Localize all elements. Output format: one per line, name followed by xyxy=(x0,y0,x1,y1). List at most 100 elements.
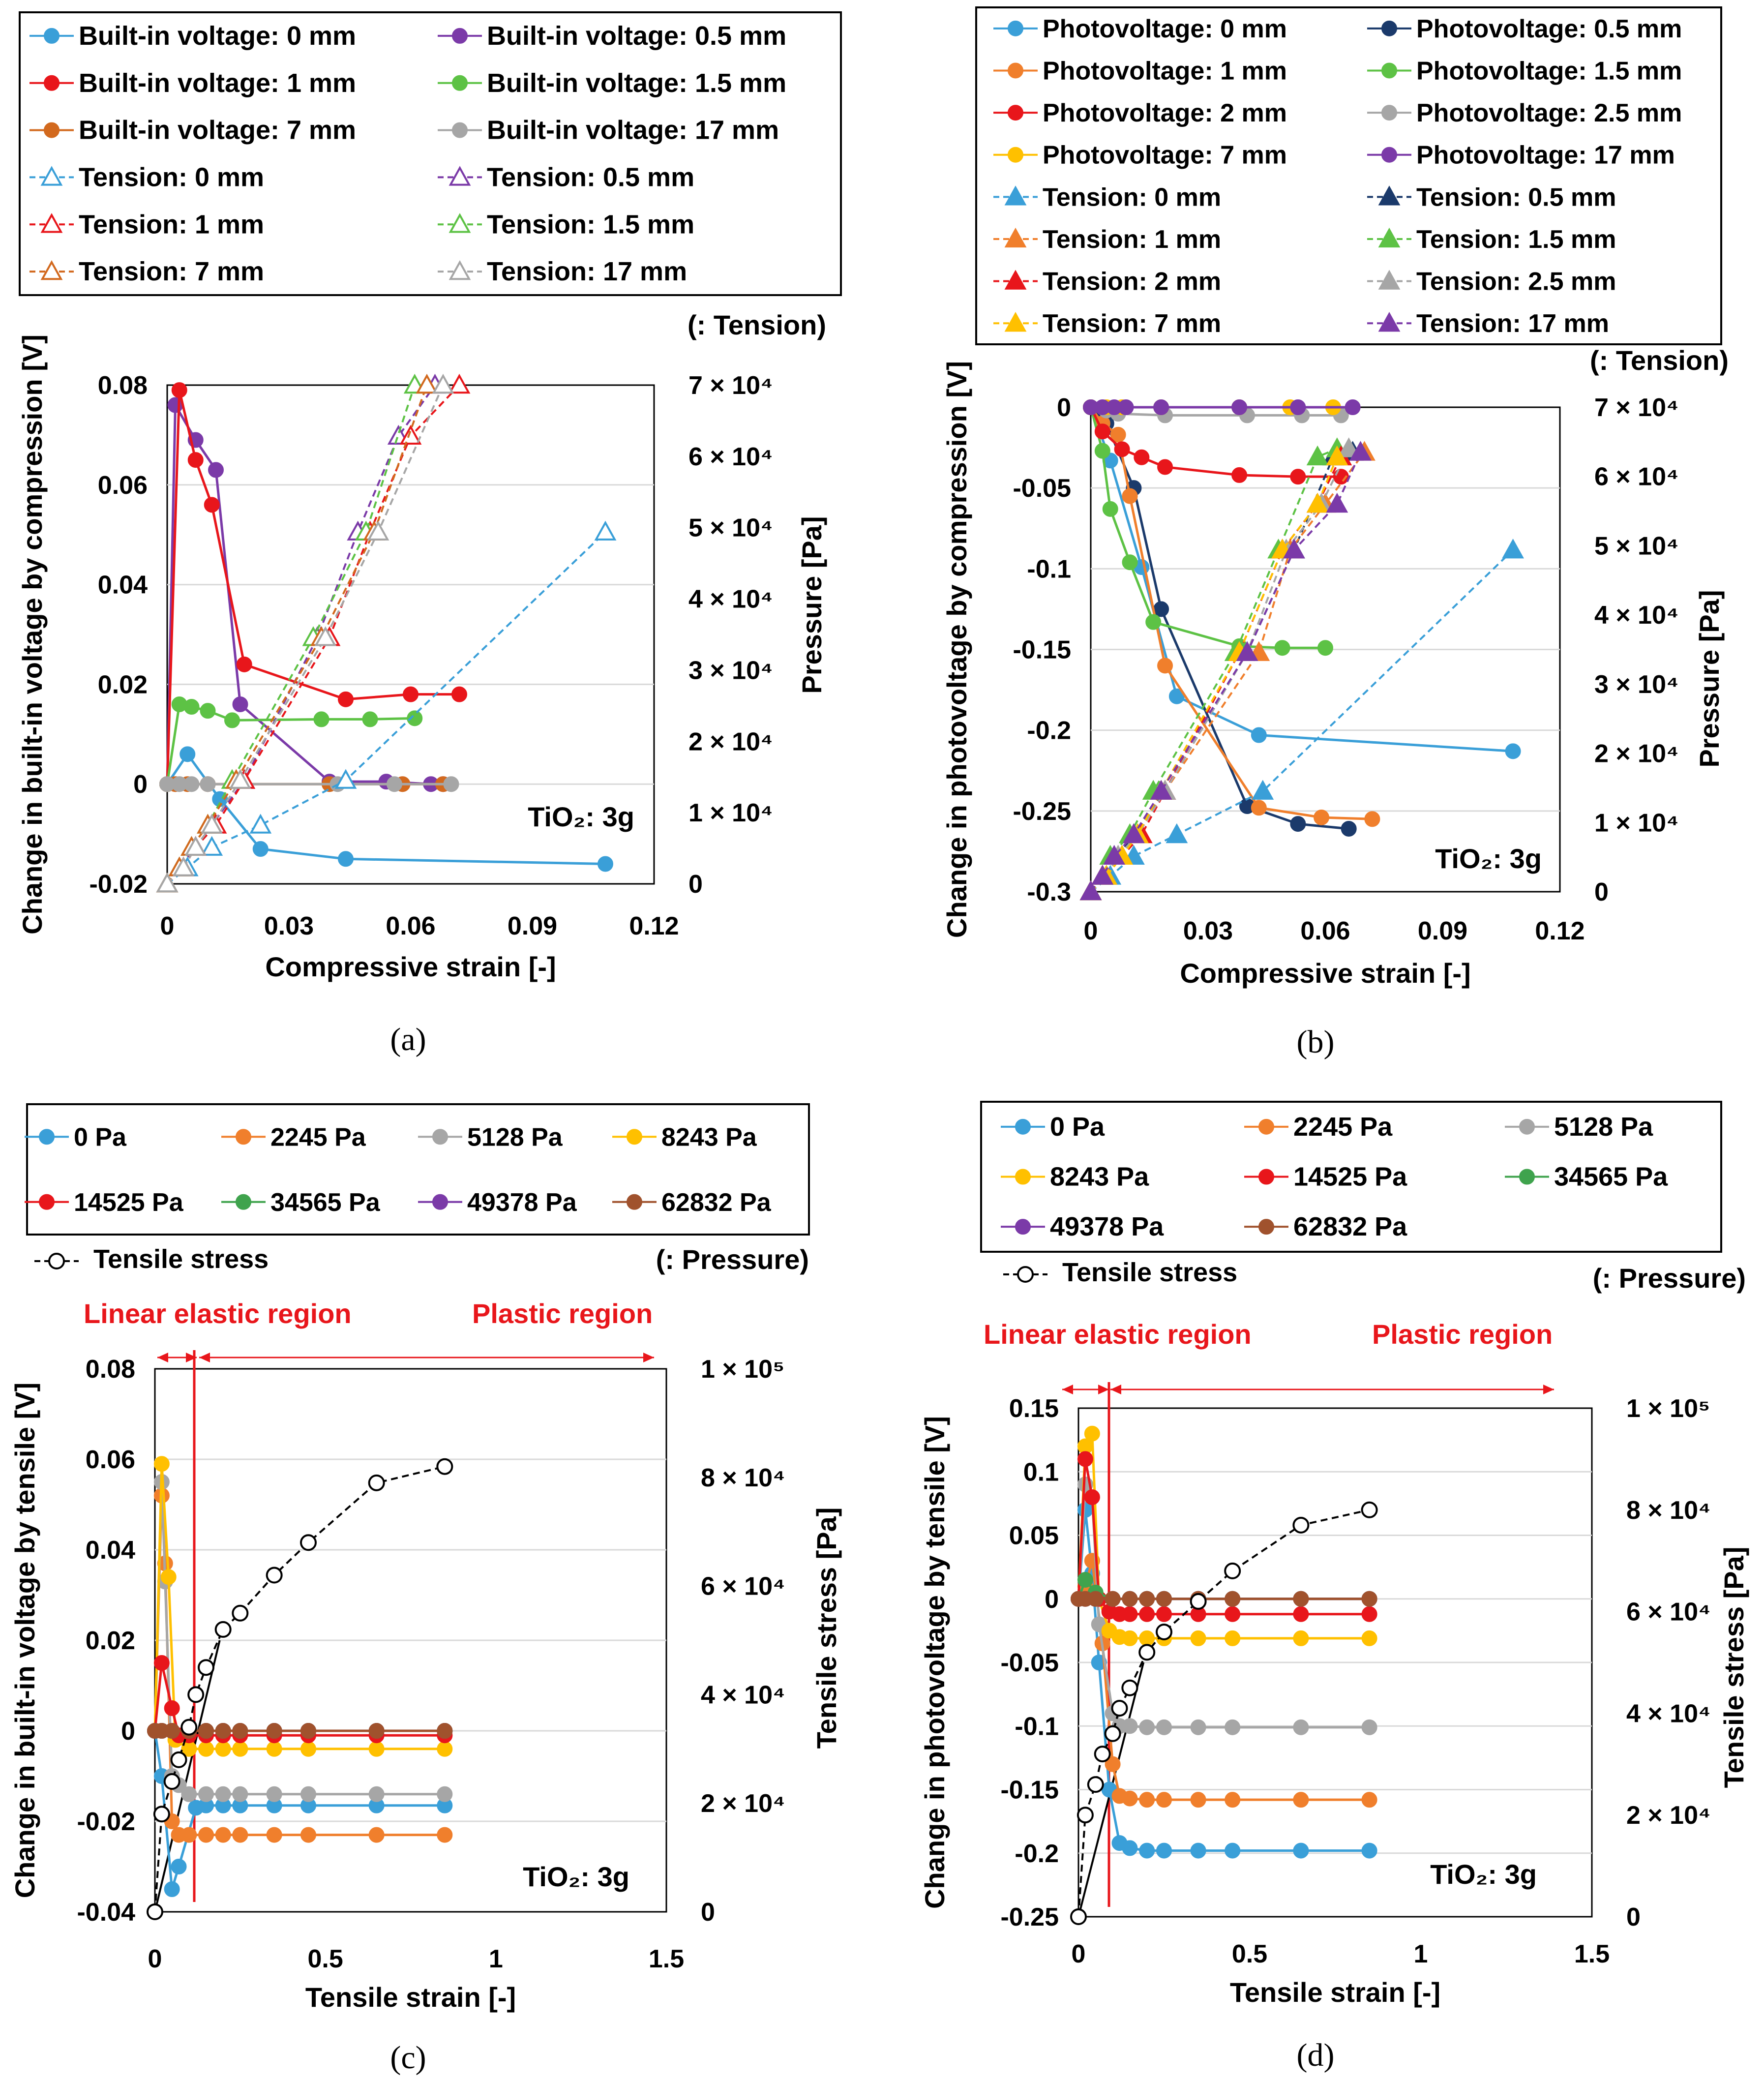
legend-swatch-marker xyxy=(1015,1118,1031,1135)
legend-swatch-marker xyxy=(432,1194,448,1210)
tio2-annotation: TiO₂: 3g xyxy=(523,1861,629,1892)
legend-entry: Tension: 1 mm xyxy=(1043,225,1221,254)
legend-swatch-marker xyxy=(1004,312,1027,332)
data-point xyxy=(1122,1790,1138,1807)
series-8 xyxy=(1070,1501,1378,1925)
x-tick-label: 1.5 xyxy=(649,1945,684,1973)
y2-axis-label: Tensile stress [Pa] xyxy=(811,1508,842,1749)
data-point xyxy=(1156,1606,1172,1622)
legend-swatch-marker xyxy=(1015,1219,1031,1235)
legend-entry: 14525 Pa xyxy=(1293,1162,1407,1192)
data-point xyxy=(201,836,223,856)
y-tick-label: -0.2 xyxy=(1027,717,1071,745)
legend-swatch-marker xyxy=(1378,185,1401,206)
data-point xyxy=(1190,1630,1206,1646)
x-tick-label: 0.5 xyxy=(1232,1940,1267,1968)
legend-box xyxy=(19,11,842,296)
legend-swatch-marker xyxy=(1004,270,1027,290)
y-axis-label: Change in photovoltage by tensile [V] xyxy=(919,1416,950,1909)
x-tick-label: 0.03 xyxy=(264,912,314,940)
legend-swatch-marker xyxy=(48,1253,65,1269)
data-point xyxy=(1293,1792,1309,1808)
tensile-stress-legend: Tensile stress xyxy=(1062,1258,1237,1287)
x-tick-label: 0 xyxy=(160,912,175,940)
data-point xyxy=(180,1719,198,1736)
data-point xyxy=(1145,614,1162,630)
y2-tick-label: 3 × 10⁴ xyxy=(1594,670,1679,699)
plastic-region-label: Plastic region xyxy=(472,1298,653,1329)
x-tick-label: 1.5 xyxy=(1574,1940,1610,1968)
legend-entry: Built-in voltage: 0.5 mm xyxy=(487,21,786,51)
data-point xyxy=(1134,449,1150,465)
legend-swatch-marker xyxy=(236,1129,251,1145)
data-point xyxy=(1190,1719,1206,1735)
data-point xyxy=(232,1723,248,1739)
data-point xyxy=(1139,1591,1155,1607)
data-point xyxy=(1251,800,1267,816)
data-point xyxy=(1231,399,1248,415)
data-point xyxy=(1292,1516,1310,1534)
panel-4: 0.15 0.1 0.05 0 -0.05 -0.1 -0.15 -0.2 -0.25 0 0.5 1… xyxy=(919,1101,1749,2073)
series-11 xyxy=(156,373,454,893)
legend-entry: 0 Pa xyxy=(1050,1112,1105,1142)
data-point xyxy=(1326,445,1348,466)
data-point xyxy=(1076,1807,1094,1824)
data-point xyxy=(153,1655,170,1671)
data-point xyxy=(183,776,200,792)
plastic-region-arrow-head-right xyxy=(643,1353,654,1362)
panel-1: 0.08 0.06 0.04 0.02 0 -0.02 0 0.03 0.06 0.09 0.12 7… xyxy=(17,11,842,1057)
tensile-stress-legend: Tensile stress xyxy=(93,1244,269,1274)
y2-axis-note: (: Pressure) xyxy=(1593,1263,1746,1294)
data-point xyxy=(432,373,454,394)
data-point xyxy=(399,424,422,445)
data-point xyxy=(1283,539,1305,559)
data-point xyxy=(437,1741,453,1757)
data-point xyxy=(1122,488,1138,504)
data-point xyxy=(160,1569,177,1585)
data-point xyxy=(1105,1756,1121,1772)
x-tick-label: 0 xyxy=(1084,917,1098,945)
legend-entry: Tension: 0.5 mm xyxy=(1416,183,1616,211)
data-point xyxy=(367,520,389,541)
data-point xyxy=(1345,399,1361,415)
data-point xyxy=(1122,554,1138,571)
y-tick-label: 0.08 xyxy=(98,371,148,400)
data-point xyxy=(313,711,329,727)
y2-tick-label: 3 × 10⁴ xyxy=(688,656,773,685)
legend-swatch-marker xyxy=(448,213,471,233)
data-point xyxy=(1105,1591,1121,1607)
data-point xyxy=(184,836,207,856)
legend-swatch-marker xyxy=(1381,20,1397,36)
data-point xyxy=(232,696,248,712)
data-point xyxy=(1123,823,1145,844)
data-point xyxy=(1139,1719,1155,1735)
legend-swatch-marker xyxy=(1258,1219,1274,1235)
y-tick-label: -0.15 xyxy=(1013,636,1071,664)
panel-3: 0.08 0.06 0.04 0.02 0 -0.02 -0.04 0 0.5 1 1.5 1 × 1… xyxy=(9,1103,842,2076)
legend-entry: Tension: 2.5 mm xyxy=(1416,268,1616,296)
tio2-annotation: TiO₂: 3g xyxy=(1430,1859,1537,1890)
data-point xyxy=(338,851,354,867)
legend-swatch-marker xyxy=(1008,105,1023,121)
y-tick-label: 0 xyxy=(1057,393,1071,422)
data-point xyxy=(1139,1606,1155,1622)
y-tick-label: -0.02 xyxy=(89,870,148,899)
y-tick-label: -0.05 xyxy=(1000,1649,1059,1677)
y2-axis-note: (: Tension) xyxy=(688,309,826,340)
legend-box xyxy=(975,6,1722,345)
legend-swatch-marker xyxy=(1008,20,1023,36)
y2-tick-label: 4 × 10⁴ xyxy=(701,1681,785,1709)
data-point xyxy=(407,710,423,726)
data-point xyxy=(387,776,402,792)
data-point xyxy=(1138,1644,1156,1661)
data-point xyxy=(1111,1700,1128,1717)
linear-elastic-label: Linear elastic region xyxy=(84,1298,352,1329)
data-point xyxy=(1290,399,1306,415)
data-point xyxy=(1361,1501,1378,1518)
data-point xyxy=(362,711,378,727)
data-point xyxy=(1153,601,1169,617)
legend-swatch-marker xyxy=(452,28,468,44)
data-point xyxy=(314,626,337,646)
data-point xyxy=(1157,459,1173,475)
data-point xyxy=(1156,1842,1172,1859)
